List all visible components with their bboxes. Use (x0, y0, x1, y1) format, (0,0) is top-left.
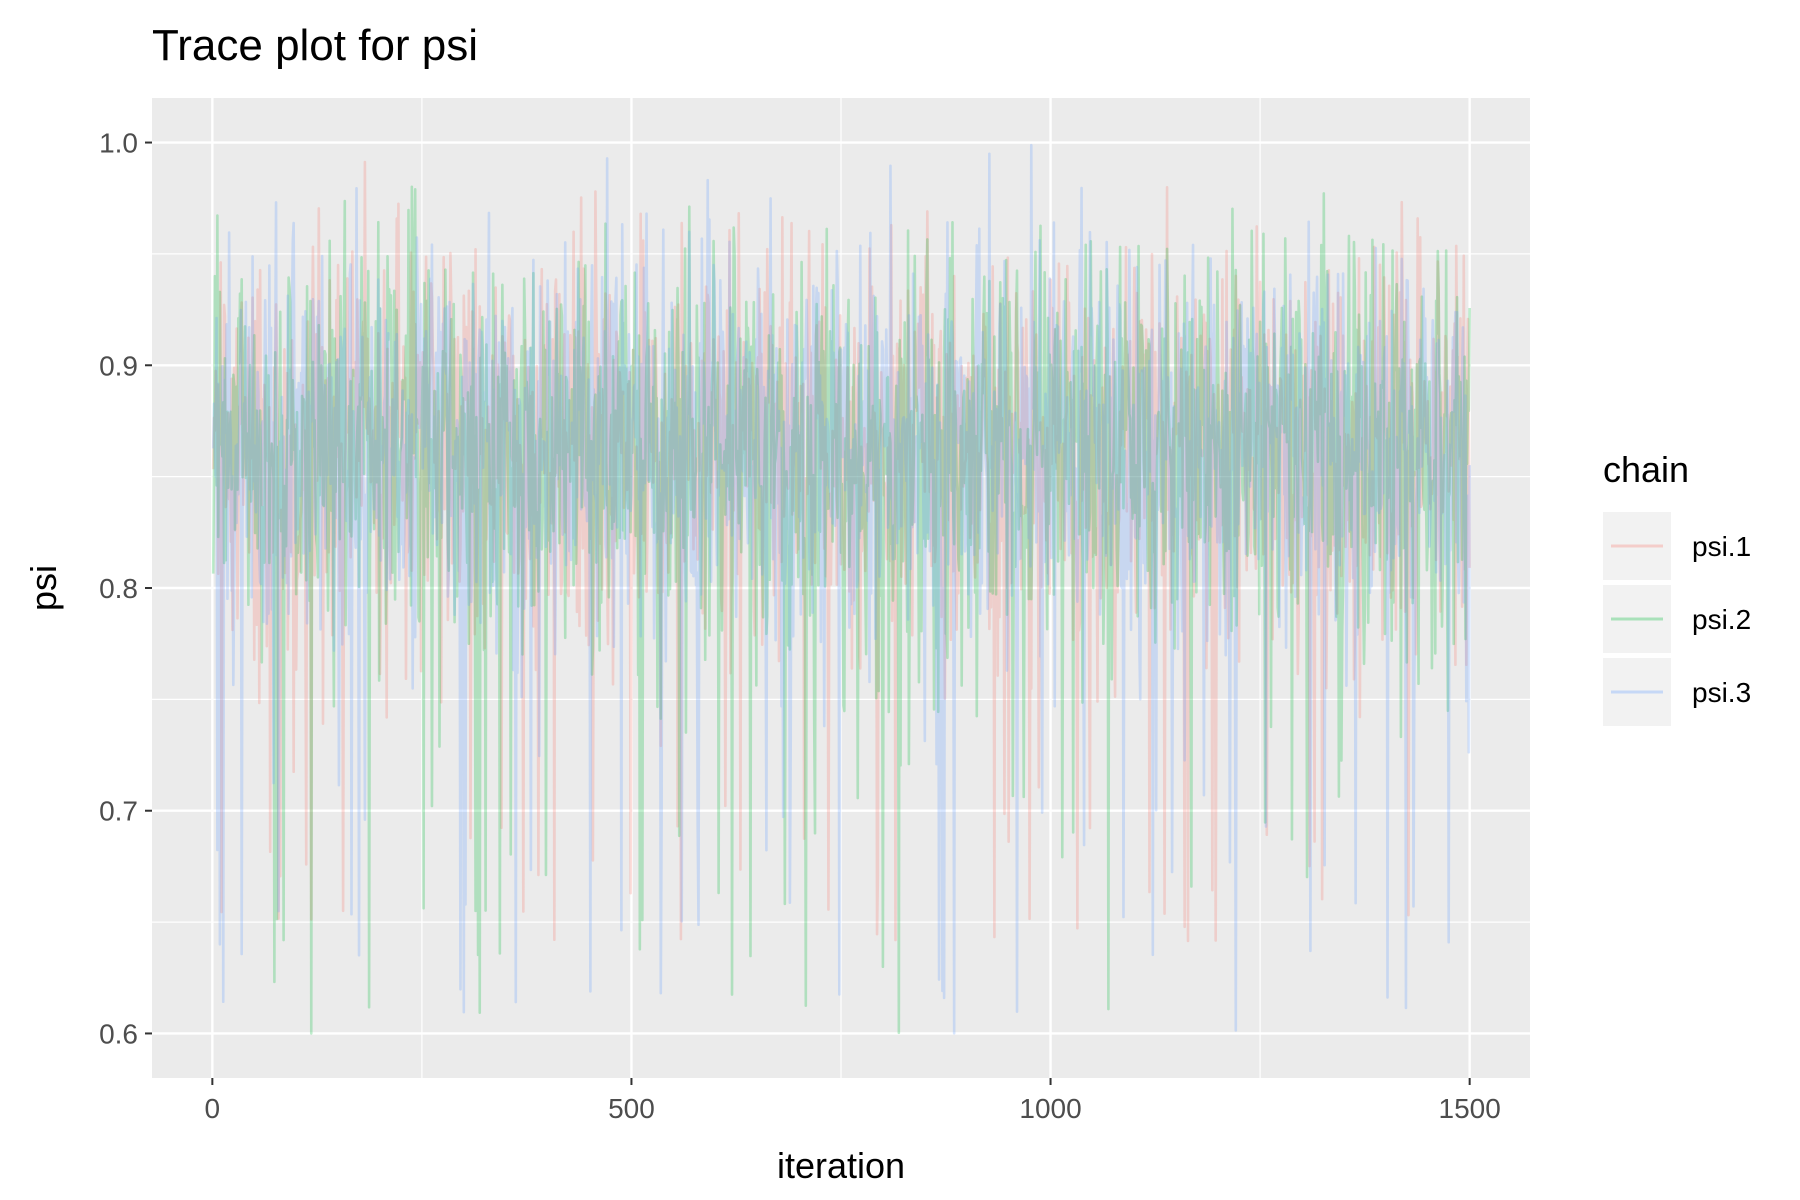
x-tick-label: 0 (205, 1093, 221, 1124)
legend: chain psi.1 psi.2 psi.3 (1603, 449, 1751, 726)
legend-label-psi.2: psi.2 (1692, 604, 1751, 635)
legend-key-psi.2 (1603, 585, 1671, 653)
y-tick-label: 0.7 (99, 796, 138, 827)
series-line-psi.2 (211, 185, 1471, 1035)
x-tick-label: 500 (608, 1093, 655, 1124)
y-tick-label: 1.0 (99, 128, 138, 159)
y-tick-label: 0.6 (99, 1018, 138, 1049)
x-tick-label: 1500 (1439, 1093, 1501, 1124)
legend-label-psi.1: psi.1 (1692, 531, 1751, 562)
series-line-psi.3 (211, 143, 1471, 1035)
major-gridlines (152, 98, 1530, 1078)
y-tick-label: 0.9 (99, 350, 138, 381)
legend-label-psi.3: psi.3 (1692, 677, 1751, 708)
legend-key-psi.1 (1603, 512, 1671, 580)
y-axis-title: psi (23, 565, 64, 611)
axis-ticks: 0 500 1000 1500 0.6 0.7 0.8 0.9 1.0 (99, 128, 1501, 1124)
x-tick-label: 1000 (1019, 1093, 1081, 1124)
y-tick-label: 0.8 (99, 573, 138, 604)
x-axis-title: iteration (777, 1145, 905, 1186)
series-line-psi.1 (211, 160, 1471, 943)
legend-items: psi.1 psi.2 psi.3 (1603, 512, 1751, 726)
legend-title: chain (1603, 449, 1689, 490)
legend-key-psi.3 (1603, 658, 1671, 726)
chart-title: Trace plot for psi (152, 21, 478, 70)
series-layer (211, 143, 1471, 1035)
